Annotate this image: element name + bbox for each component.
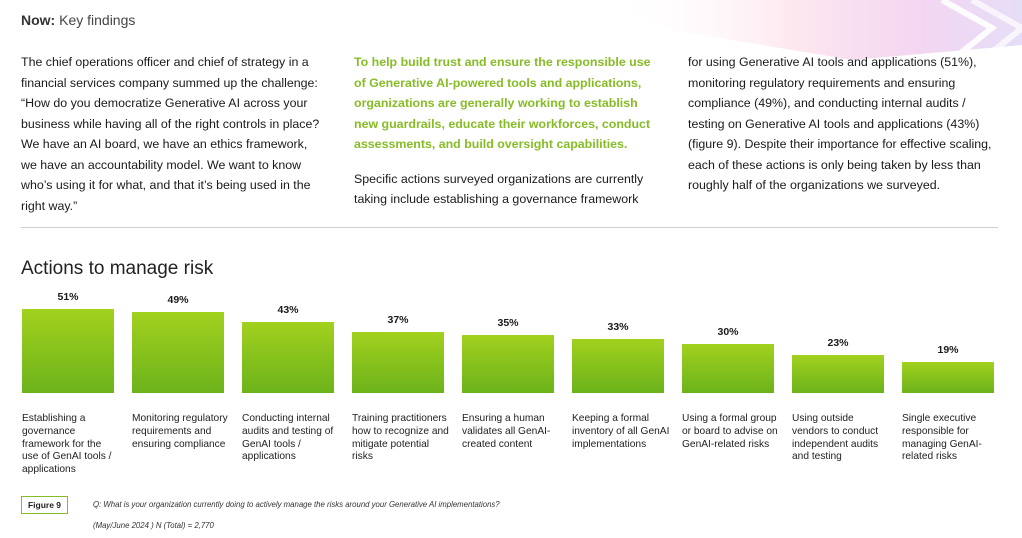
- category-label: Monitoring regulatory requirements and e…: [132, 413, 228, 450]
- continuation-paragraph: for using Generative AI tools and applic…: [688, 55, 992, 192]
- header-text: Key findings: [59, 12, 136, 28]
- figure-question: Q: What is your organization currently d…: [93, 500, 500, 509]
- bar: [352, 332, 444, 393]
- category-label: Using outside vendors to conduct indepen…: [792, 413, 879, 463]
- bar: [902, 362, 994, 393]
- category-label: Single executive responsible for managin…: [902, 413, 982, 463]
- bar-value-label: 35%: [497, 317, 519, 329]
- category-label: Establishing a governance framework for …: [22, 413, 112, 476]
- bar-value-label: 43%: [277, 304, 299, 316]
- bar-value-label: 19%: [937, 344, 959, 356]
- text-column-1: The chief operations officer and chief o…: [21, 52, 321, 216]
- chart-title: Actions to manage risk: [21, 258, 214, 279]
- bar-value-label: 23%: [827, 337, 849, 349]
- figure-label: Figure 9: [21, 496, 68, 514]
- body-paragraph: Specific actions surveyed organizations …: [354, 171, 644, 207]
- bar: [462, 335, 554, 393]
- bar: [242, 322, 334, 393]
- bar-value-label: 51%: [57, 291, 79, 303]
- category-label: Conducting internal audits and testing o…: [242, 413, 334, 463]
- category-label: Using a formal group or board to advise …: [682, 413, 778, 450]
- text-column-3: for using Generative AI tools and applic…: [688, 52, 1000, 196]
- section-divider: [21, 227, 998, 228]
- bar: [792, 355, 884, 393]
- bar-value-label: 37%: [387, 314, 409, 326]
- lead-paragraph: To help build trust and ensure the respo…: [354, 55, 651, 151]
- category-label: Keeping a formal inventory of all GenAI …: [572, 413, 670, 450]
- header-bold: Now:: [21, 12, 56, 28]
- bar-value-label: 30%: [717, 326, 739, 338]
- figure-sample: (May/June 2024 ) N (Total) = 2,770: [93, 521, 214, 530]
- bar: [572, 339, 664, 393]
- bar: [22, 309, 114, 393]
- quote-paragraph: The chief operations officer and chief o…: [21, 55, 320, 213]
- bar: [682, 344, 774, 393]
- decorative-gradient-banner: [612, 0, 1022, 60]
- bar-value-label: 49%: [167, 294, 189, 306]
- section-header: Now: Key findings: [21, 12, 135, 28]
- bar-value-label: 33%: [607, 321, 629, 333]
- category-label: Ensuring a human validates all GenAI-cre…: [462, 413, 551, 450]
- text-column-2: To help build trust and ensure the respo…: [354, 52, 654, 210]
- category-label: Training practitioners how to recognize …: [352, 413, 449, 463]
- bar: [132, 312, 224, 393]
